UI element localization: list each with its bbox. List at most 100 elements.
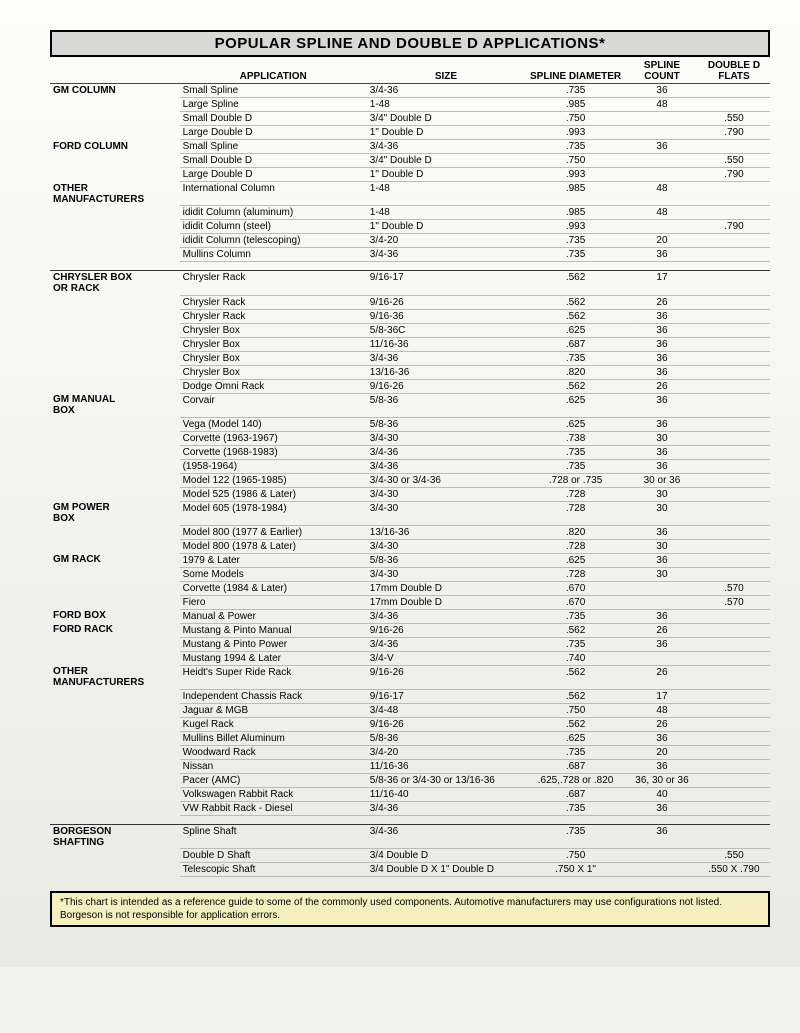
flats-cell xyxy=(698,351,770,365)
count-cell xyxy=(626,581,698,595)
count-cell xyxy=(626,154,698,168)
count-cell: 36 xyxy=(626,525,698,539)
diameter-cell: .735 xyxy=(525,637,626,651)
category-cell xyxy=(50,717,180,731)
size-cell: 1-48 xyxy=(367,206,525,220)
diameter-cell: .670 xyxy=(525,595,626,609)
diameter-cell: .625 xyxy=(525,393,626,417)
flats-cell xyxy=(698,651,770,665)
category-cell xyxy=(50,849,180,863)
size-cell: 3/4-36 xyxy=(367,140,525,154)
count-cell: 36 xyxy=(626,337,698,351)
diameter-cell: .735 xyxy=(525,84,626,98)
application-cell: Mullins Billet Aluminum xyxy=(180,731,367,745)
application-cell: Small Spline xyxy=(180,140,367,154)
col-application: APPLICATION xyxy=(180,59,367,84)
diameter-cell: .750 xyxy=(525,112,626,126)
category-cell xyxy=(50,351,180,365)
table-row: Jaguar & MGB3/4-48.75048 xyxy=(50,703,770,717)
diameter-cell: .750 xyxy=(525,849,626,863)
flats-cell: .550 xyxy=(698,154,770,168)
size-cell: 3/4-20 xyxy=(367,234,525,248)
diameter-cell: .625 xyxy=(525,553,626,567)
category-cell xyxy=(50,567,180,581)
count-cell: 30 xyxy=(626,487,698,501)
diameter-cell: .985 xyxy=(525,206,626,220)
spline-table: APPLICATION SIZE SPLINE DIAMETER SPLINE … xyxy=(50,59,770,877)
application-cell: Small Double D xyxy=(180,112,367,126)
category-cell xyxy=(50,295,180,309)
table-row: Chrysler Box3/4-36.73536 xyxy=(50,351,770,365)
application-cell: Chrysler Box xyxy=(180,337,367,351)
flats-cell xyxy=(698,539,770,553)
application-cell: Double D Shaft xyxy=(180,849,367,863)
size-cell: 9/16-36 xyxy=(367,309,525,323)
size-cell: 5/8-36C xyxy=(367,323,525,337)
flats-cell xyxy=(698,206,770,220)
size-cell: 3/4-36 xyxy=(367,801,525,815)
table-row: Corvette (1968-1983)3/4-36.73536 xyxy=(50,445,770,459)
application-cell: Mullins Column xyxy=(180,248,367,262)
category-cell: GM MANUALBOX xyxy=(50,393,180,417)
flats-cell xyxy=(698,773,770,787)
diameter-cell: .820 xyxy=(525,525,626,539)
table-row: Chrysler Box5/8-36C.62536 xyxy=(50,323,770,337)
flats-cell xyxy=(698,337,770,351)
diameter-cell: .750 xyxy=(525,154,626,168)
diameter-cell: .687 xyxy=(525,337,626,351)
count-cell: 36 xyxy=(626,553,698,567)
size-cell: 3/4-36 xyxy=(367,459,525,473)
table-row: Chrysler Box13/16-36.82036 xyxy=(50,365,770,379)
count-cell: 30 xyxy=(626,431,698,445)
table-row: GM MANUALBOXCorvair5/8-36.62536 xyxy=(50,393,770,417)
diameter-cell: .728 or .735 xyxy=(525,473,626,487)
count-cell: 26 xyxy=(626,379,698,393)
size-cell: 3/4-36 xyxy=(367,445,525,459)
category-cell xyxy=(50,98,180,112)
count-cell: 36 xyxy=(626,824,698,849)
count-cell: 36 xyxy=(626,459,698,473)
flats-cell xyxy=(698,731,770,745)
table-row: BORGESONSHAFTINGSpline Shaft3/4-36.73536 xyxy=(50,824,770,849)
flats-cell: .550 X .790 xyxy=(698,863,770,877)
flats-cell xyxy=(698,295,770,309)
application-cell: Heidt's Super Ride Rack xyxy=(180,665,367,689)
count-cell: 36 xyxy=(626,351,698,365)
category-cell: CHRYSLER BOXOR RACK xyxy=(50,271,180,296)
count-cell xyxy=(626,126,698,140)
count-cell: 48 xyxy=(626,98,698,112)
size-cell: 11/16-40 xyxy=(367,787,525,801)
category-cell: OTHERMANUFACTURERS xyxy=(50,665,180,689)
diameter-cell: .993 xyxy=(525,168,626,182)
col-spline-diameter: SPLINE DIAMETER xyxy=(525,59,626,84)
count-cell: 26 xyxy=(626,295,698,309)
application-cell: Chrysler Rack xyxy=(180,309,367,323)
diameter-cell: .735 xyxy=(525,351,626,365)
flats-cell xyxy=(698,824,770,849)
table-row: Small Double D3/4" Double D.750.550 xyxy=(50,112,770,126)
size-cell: 3/4-36 xyxy=(367,84,525,98)
col-spline-count: SPLINE COUNT xyxy=(626,59,698,84)
size-cell: 3/4" Double D xyxy=(367,154,525,168)
flats-cell: .790 xyxy=(698,168,770,182)
size-cell: 1" Double D xyxy=(367,126,525,140)
size-cell: 3/4-30 or 3/4-36 xyxy=(367,473,525,487)
count-cell xyxy=(626,863,698,877)
size-cell: 9/16-17 xyxy=(367,271,525,296)
table-row: GM POWERBOXModel 605 (1978-1984)3/4-30.7… xyxy=(50,501,770,525)
application-cell: Chrysler Box xyxy=(180,323,367,337)
diameter-cell: .738 xyxy=(525,431,626,445)
count-cell: 30 xyxy=(626,539,698,553)
flats-cell xyxy=(698,759,770,773)
application-cell: Large Double D xyxy=(180,126,367,140)
table-row: Pacer (AMC)5/8-36 or 3/4-30 or 13/16-36.… xyxy=(50,773,770,787)
diameter-cell: .687 xyxy=(525,759,626,773)
size-cell: 17mm Double D xyxy=(367,581,525,595)
size-cell: 3/4-36 xyxy=(367,609,525,623)
table-row: Fiero17mm Double D.670.570 xyxy=(50,595,770,609)
application-cell: Chrysler Rack xyxy=(180,295,367,309)
table-row: ididit Column (steel)1" Double D.993.790 xyxy=(50,220,770,234)
size-cell: 3/4 Double D X 1" Double D xyxy=(367,863,525,877)
flats-cell: .550 xyxy=(698,112,770,126)
application-cell: Corvair xyxy=(180,393,367,417)
